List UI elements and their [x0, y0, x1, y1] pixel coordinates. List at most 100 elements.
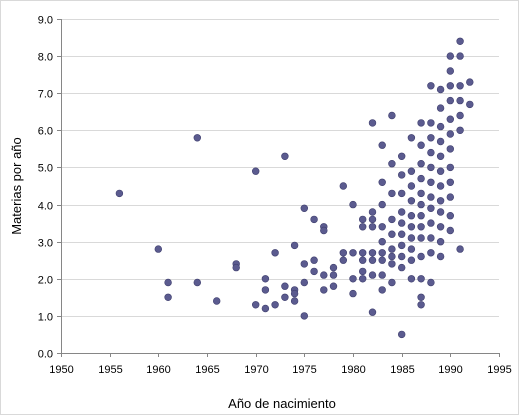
x-tick-label: 1965 [195, 364, 219, 376]
tick-labels: 0.0 1.0 2.0 3.0 4.0 5.0 6.0 7.0 8.0 9.0 1950 1955 19… [38, 15, 512, 377]
data-point [407, 167, 416, 175]
data-point [320, 271, 328, 279]
data-point [329, 263, 338, 272]
data-point [398, 241, 406, 250]
data-point [368, 271, 377, 279]
data-point [388, 230, 396, 238]
data-point [446, 82, 454, 90]
data-point [466, 100, 474, 109]
data-point [281, 293, 289, 301]
data-point [427, 178, 435, 187]
x-tick-label: 1950 [49, 364, 73, 376]
data-point [466, 78, 474, 86]
data-point [388, 260, 396, 268]
data-point [271, 249, 279, 257]
y-tick-label: 5.0 [38, 163, 53, 175]
data-point [446, 226, 454, 235]
data-point [310, 256, 318, 264]
data-point [417, 301, 425, 309]
y-tick-label: 4.0 [38, 201, 53, 213]
data-point [271, 301, 279, 309]
data-point [388, 245, 396, 253]
data-point [446, 130, 454, 138]
data-point [281, 282, 289, 290]
data-point [261, 275, 270, 283]
data-point [417, 200, 425, 209]
data-point [290, 241, 299, 250]
data-point [407, 275, 416, 283]
data-point [417, 275, 425, 283]
data-point [427, 82, 435, 90]
data-point [407, 234, 416, 242]
data-point [398, 171, 406, 179]
data-point [329, 271, 338, 279]
x-axis-title: Año de nacimiento [228, 396, 336, 411]
data-point [349, 200, 357, 209]
data-point [261, 304, 270, 313]
data-point [417, 160, 425, 168]
data-point [281, 152, 289, 161]
y-tick-label: 2.0 [38, 275, 53, 287]
data-point [427, 249, 435, 257]
data-point [427, 219, 435, 227]
data-point [388, 160, 396, 168]
data-point [349, 275, 357, 283]
data-point [368, 215, 377, 224]
data-point [456, 82, 464, 90]
data-point [398, 330, 406, 339]
data-point [359, 223, 367, 231]
y-tick-label: 8.0 [38, 52, 53, 64]
data-point [378, 223, 386, 231]
data-point [436, 182, 445, 190]
data-point [378, 200, 386, 209]
data-point [446, 67, 454, 75]
data-point [378, 256, 386, 264]
data-point [368, 249, 377, 257]
data-point [359, 267, 367, 276]
data-point [252, 167, 260, 175]
x-tick-label: 1960 [146, 364, 170, 376]
data-point [427, 163, 435, 172]
x-tick-label: 1980 [341, 364, 365, 376]
x-tick-label: 1955 [98, 364, 122, 376]
x-tick-label: 1990 [438, 364, 462, 376]
y-tick-label: 0.0 [38, 349, 53, 361]
y-tick-label: 9.0 [38, 15, 53, 27]
data-point [261, 286, 270, 294]
data-point [300, 278, 308, 287]
data-point [359, 249, 367, 257]
data-point [359, 256, 367, 264]
data-point [446, 115, 454, 123]
data-point [359, 215, 367, 224]
data-point [398, 208, 406, 216]
data-point [436, 252, 445, 261]
data-point [456, 52, 464, 60]
data-point [407, 182, 416, 190]
data-point [154, 245, 163, 253]
data-point [290, 297, 299, 305]
data-point [398, 263, 406, 272]
data-point [427, 193, 435, 201]
data-point [427, 148, 435, 157]
y-tick-label: 7.0 [38, 89, 53, 101]
data-point [436, 208, 445, 216]
data-point [368, 119, 377, 127]
data-point [368, 223, 377, 231]
data-point [407, 197, 416, 205]
data-point [339, 182, 347, 190]
data-point [436, 238, 445, 246]
data-point [310, 215, 318, 224]
data-point [398, 230, 406, 238]
data-point [417, 174, 425, 183]
data-point [417, 234, 425, 242]
data-point [446, 193, 454, 201]
data-point [417, 189, 425, 198]
data-point [446, 145, 454, 153]
data-point [349, 289, 357, 298]
data-point [300, 204, 308, 213]
data-point [320, 226, 328, 235]
y-tick-label: 3.0 [38, 238, 53, 250]
data-point [417, 293, 425, 301]
data-point [115, 189, 124, 198]
